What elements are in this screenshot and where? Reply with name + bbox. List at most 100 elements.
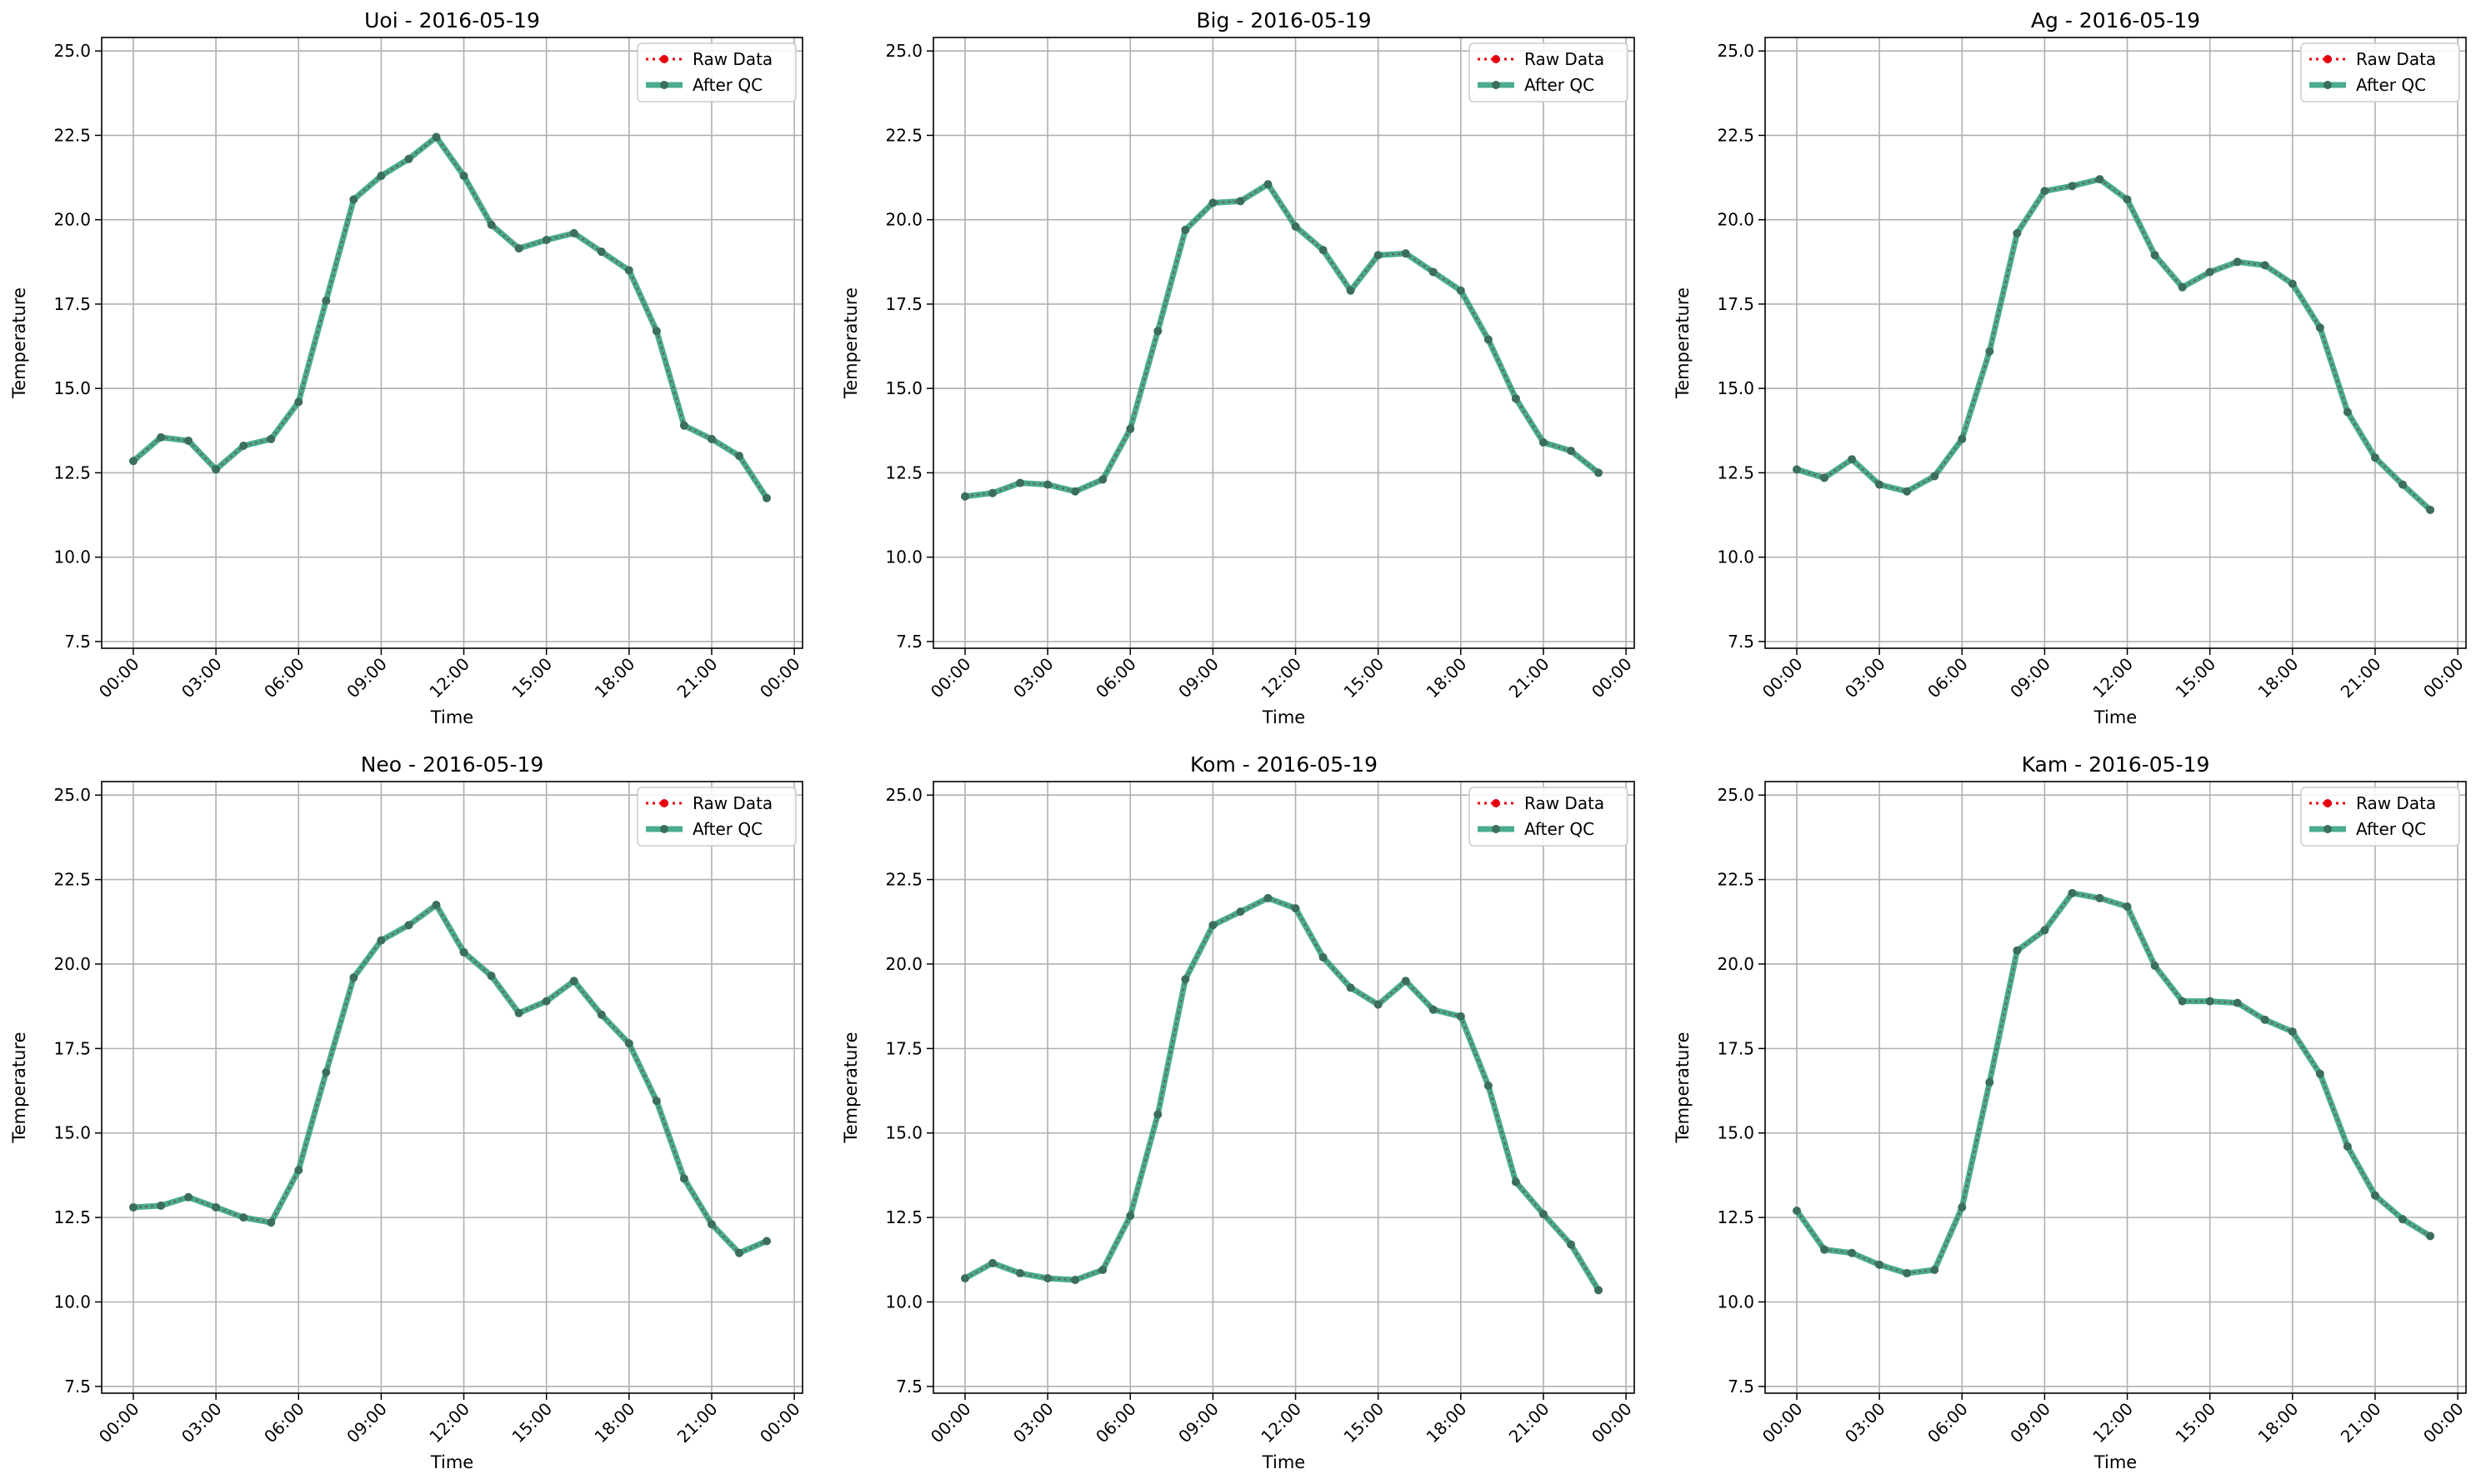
y-tick-label: 15.0 [885,1123,923,1143]
y-tick-label: 20.0 [1717,954,1754,974]
data-point-after-qc [349,195,358,204]
x-tick-label: 00:00 [1588,654,1636,702]
y-tick-label: 17.5 [53,294,91,314]
data-point-after-qc [1456,1012,1465,1021]
y-tick-label: 12.5 [1717,462,1754,482]
data-point-after-qc [2013,946,2022,955]
y-tick-label: 22.5 [885,870,923,890]
data-point-after-qc [322,296,331,305]
y-tick-label: 12.5 [885,462,923,482]
data-point-after-qc [349,973,358,982]
legend-raw-marker [1492,799,1500,807]
x-tick-label: 12:00 [1257,654,1305,702]
data-point-after-qc [1291,904,1300,913]
series-line-raw-data [133,135,768,499]
legend-qc-label: After QC [1524,819,1594,839]
data-point-after-qc [184,1192,193,1202]
data-point-after-qc [2068,888,2077,897]
x-tick-label: 15:00 [2171,1399,2219,1447]
y-tick-label: 22.5 [53,870,91,890]
data-point-after-qc [2260,261,2269,270]
data-point-after-qc [1016,478,1025,487]
data-point-after-qc [679,421,688,430]
data-point-after-qc [1903,487,1912,496]
y-tick-label: 10.0 [885,547,923,567]
data-point-after-qc [1181,225,1190,234]
y-axis-label: Temperature [9,1032,29,1143]
x-tick-label: 18:00 [591,1399,639,1447]
data-point-after-qc [294,1166,303,1175]
chart-title: Kom - 2016-05-19 [1190,752,1378,777]
data-point-after-qc [988,1258,998,1267]
series-line-raw-data [964,897,1599,1291]
data-point-after-qc [404,921,413,930]
x-tick-label: 06:00 [260,1399,308,1447]
data-point-after-qc [707,1220,716,1229]
x-tick-label: 00:00 [95,1399,143,1447]
chart-title: Kam - 2016-05-19 [2022,752,2210,777]
y-tick-label: 17.5 [885,1038,923,1058]
y-axis-label: Temperature [841,287,861,399]
x-tick-label: 09:00 [2006,654,2054,702]
data-point-after-qc [2426,505,2435,514]
y-tick-label: 20.0 [1717,210,1754,230]
x-tick-label: 03:00 [1841,654,1889,702]
data-point-after-qc [1346,286,1355,295]
data-point-after-qc [1373,1000,1383,1009]
x-tick-label: 06:00 [1923,654,1972,702]
data-point-after-qc [2398,1215,2407,1224]
data-point-after-qc [1428,267,1438,277]
data-point-after-qc [377,936,386,945]
axes-frame [1764,781,2467,1394]
legend-qc-marker [660,825,668,833]
x-tick-label: 00:00 [2419,654,2468,702]
data-point-after-qc [2095,893,2104,902]
legend-raw-label: Raw Data [2356,793,2436,813]
y-tick-label: 17.5 [53,1038,91,1058]
x-tick-label: 06:00 [1092,654,1140,702]
data-point-after-qc [239,1213,248,1222]
y-tick-label: 25.0 [1717,785,1754,805]
y-tick-label: 10.0 [1717,1292,1754,1312]
data-point-after-qc [129,457,138,466]
data-point-after-qc [961,492,970,501]
data-point-after-qc [2315,1069,2324,1078]
axes-frame [933,37,1635,649]
data-point-after-qc [1181,975,1190,984]
x-tick-label: 12:00 [1257,1399,1305,1447]
data-point-after-qc [707,434,716,443]
data-point-after-qc [1985,347,1994,356]
legend-raw-marker [2323,799,2332,807]
series-line-raw-data [1796,892,2431,1275]
x-tick-label: 03:00 [178,1399,226,1447]
x-tick-label: 00:00 [2419,1399,2468,1447]
data-point-after-qc [1263,180,1273,189]
y-tick-label: 25.0 [53,785,91,805]
x-tick-label: 12:00 [425,1399,473,1447]
y-tick-label: 25.0 [885,785,923,805]
x-tick-label: 06:00 [1923,1399,1972,1447]
data-point-after-qc [459,947,468,957]
y-tick-label: 25.0 [53,41,91,61]
data-point-after-qc [1126,424,1135,433]
data-point-after-qc [1153,1110,1163,1119]
data-point-after-qc [1985,1077,1994,1087]
data-point-after-qc [1291,222,1300,231]
data-point-after-qc [212,1202,221,1212]
x-tick-label: 18:00 [1423,654,1471,702]
data-point-after-qc [1566,1240,1575,1249]
y-tick-label: 15.0 [1717,378,1754,398]
data-point-after-qc [212,465,221,474]
y-tick-label: 12.5 [53,1207,91,1227]
x-tick-label: 03:00 [178,654,226,702]
data-point-after-qc [1263,893,1273,902]
data-point-after-qc [2178,997,2187,1006]
x-tick-label: 09:00 [1174,654,1223,702]
data-point-after-qc [2150,962,2159,971]
x-tick-label: 21:00 [1505,1399,1553,1447]
y-tick-label: 15.0 [53,378,91,398]
data-point-after-qc [2040,187,2049,196]
x-tick-label: 00:00 [95,654,143,702]
data-point-after-qc [1958,1202,1967,1212]
chart-panel-5: 7.5 10.0 12.5 15.0 17.5 20.0 22.5 25.0 00:00 03:0… [1673,752,2468,1472]
